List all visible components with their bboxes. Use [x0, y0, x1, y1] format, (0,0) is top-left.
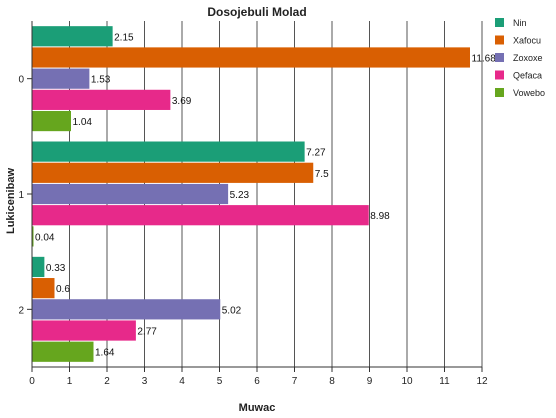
data-label: 7.27: [306, 148, 326, 159]
x-tick-label: 2: [104, 376, 110, 387]
bars: [32, 26, 470, 362]
x-tick-label: 6: [254, 376, 260, 387]
legend-swatch: [495, 18, 504, 27]
data-label: 1.64: [95, 348, 115, 359]
bar: [32, 205, 369, 226]
bar: [32, 320, 136, 341]
bar: [32, 47, 470, 68]
legend-label: Qefaca: [513, 71, 542, 81]
y-tick-label: 0: [18, 75, 24, 86]
bar: [32, 299, 221, 320]
legend-swatch: [495, 70, 504, 80]
data-label: 0.6: [56, 284, 70, 295]
x-tick-label: 10: [401, 376, 413, 387]
legend-label: Xafocu: [513, 36, 541, 46]
x-tick-label: 9: [367, 376, 373, 387]
data-label: 11.68: [472, 53, 497, 64]
x-tick-label: 12: [476, 376, 488, 387]
data-label: 2.77: [137, 327, 157, 338]
y-tick-label: 2: [18, 305, 24, 316]
x-tick-label: 11: [439, 376, 450, 387]
bar: [32, 256, 45, 278]
legend: Nin Xafocu Zoxoxe Qefaca Vowebo: [495, 18, 545, 98]
data-label: 5.23: [230, 190, 250, 201]
x-tick-label: 7: [292, 376, 298, 387]
bar: [32, 89, 171, 110]
bar: [32, 278, 55, 299]
bar: [32, 162, 314, 183]
y-tick-label: 1: [18, 190, 24, 201]
data-label: 1.53: [91, 75, 111, 86]
data-label: 1.04: [73, 117, 93, 128]
x-tick-label: 3: [142, 376, 148, 387]
x-tick-label: 4: [179, 376, 185, 387]
bar: [32, 183, 229, 205]
chart-title: Dosojebuli Molad: [207, 5, 306, 19]
x-tick-label: 8: [329, 376, 335, 387]
x-tick-label: 1: [67, 376, 73, 387]
data-label: 3.69: [172, 96, 192, 107]
y-axis-title: Lukicenibaw: [5, 168, 17, 234]
data-label: 0.04: [35, 232, 55, 243]
bar: [32, 68, 90, 89]
data-labels: 2.15 11.68 1.53 3.69 1.04 7.27 7.5 5.23 8.98 0.04…: [35, 32, 496, 358]
x-axis-title: Muwac: [239, 402, 276, 414]
data-label: 7.5: [315, 169, 329, 180]
legend-swatch: [495, 88, 504, 97]
legend-label: Nin: [513, 18, 527, 28]
bar: [32, 110, 71, 132]
bar: [32, 26, 113, 47]
bar: [32, 141, 305, 162]
bar: [32, 226, 34, 247]
legend-label: Vowebo: [513, 88, 545, 98]
x-tick-label: 5: [217, 376, 223, 387]
bar: [32, 341, 94, 362]
x-tick-label: 0: [29, 376, 35, 387]
legend-swatch: [495, 35, 504, 45]
data-label: 2.15: [114, 32, 134, 43]
legend-swatch: [495, 53, 504, 62]
legend-label: Zoxoxe: [513, 53, 543, 63]
data-label: 0.33: [46, 263, 66, 274]
data-label: 5.02: [222, 305, 242, 316]
data-label: 8.98: [370, 211, 390, 222]
